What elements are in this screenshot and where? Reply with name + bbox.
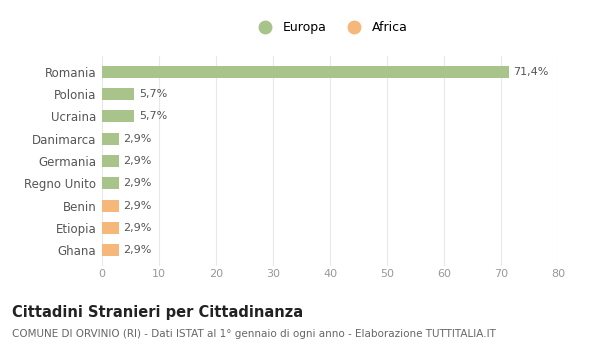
- Text: COMUNE DI ORVINIO (RI) - Dati ISTAT al 1° gennaio di ogni anno - Elaborazione TU: COMUNE DI ORVINIO (RI) - Dati ISTAT al 1…: [12, 329, 496, 339]
- Text: 5,7%: 5,7%: [139, 111, 167, 121]
- Bar: [102, 199, 119, 212]
- Bar: [102, 177, 119, 189]
- Bar: [102, 133, 119, 145]
- Legend: Europa, Africa: Europa, Africa: [248, 16, 412, 39]
- Bar: [102, 110, 134, 122]
- Text: 2,9%: 2,9%: [123, 178, 151, 188]
- Bar: [102, 65, 509, 78]
- Bar: [102, 222, 119, 234]
- Bar: [102, 88, 134, 100]
- Text: 2,9%: 2,9%: [123, 201, 151, 211]
- Text: 2,9%: 2,9%: [123, 245, 151, 255]
- Text: 2,9%: 2,9%: [123, 134, 151, 143]
- Text: 71,4%: 71,4%: [514, 67, 549, 77]
- Bar: [102, 155, 119, 167]
- Text: 2,9%: 2,9%: [123, 223, 151, 233]
- Text: 5,7%: 5,7%: [139, 89, 167, 99]
- Text: Cittadini Stranieri per Cittadinanza: Cittadini Stranieri per Cittadinanza: [12, 304, 303, 320]
- Text: 2,9%: 2,9%: [123, 156, 151, 166]
- Bar: [102, 244, 119, 257]
